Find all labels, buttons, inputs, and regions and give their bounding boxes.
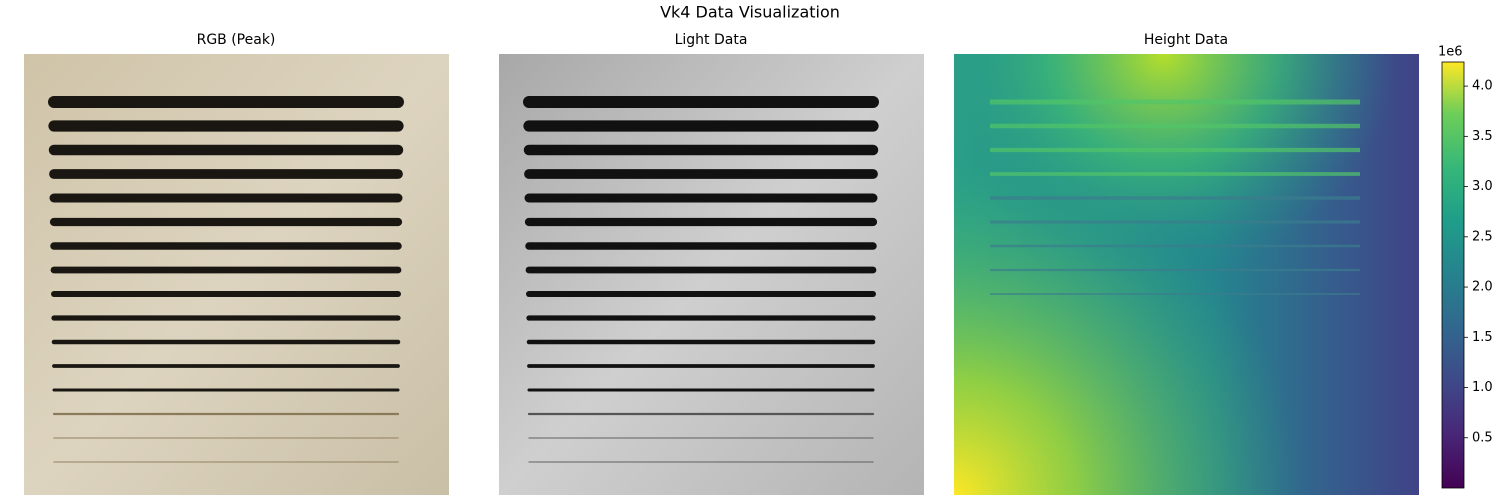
tick-label: 1.5 (1472, 330, 1493, 345)
stripes (48, 96, 404, 463)
offset-label: 1e6 (1438, 45, 1463, 60)
tick-label: 2.0 (1472, 280, 1493, 295)
panel-rgb: RGB (Peak) (24, 32, 449, 495)
tick-label: 2.5 (1472, 229, 1493, 244)
tick-label: 4.0 (1472, 79, 1493, 94)
tick-label: 0.5 (1472, 430, 1493, 445)
stripes (990, 99, 1360, 295)
tick-label: 3.0 (1472, 179, 1493, 194)
tick-label: 1.0 (1472, 380, 1493, 395)
image (24, 54, 449, 495)
panel-title: RGB (Peak) (197, 32, 276, 48)
tick-label: 3.5 (1472, 129, 1493, 144)
colorbar-fill (1441, 61, 1465, 489)
stripes (523, 96, 879, 463)
panel-title: Light Data (675, 32, 748, 48)
panel-light: Light Data (499, 32, 924, 495)
colorbar: 1e6 0.5 1.0 1.5 2.0 2.5 3.0 3.5 4.0 (1438, 45, 1493, 489)
figure-title: Vk4 Data Visualization (660, 3, 840, 22)
image (499, 54, 924, 495)
panel-height: Height Data (954, 32, 1419, 495)
panel-title: Height Data (1144, 32, 1228, 48)
image-shade (954, 54, 1419, 495)
